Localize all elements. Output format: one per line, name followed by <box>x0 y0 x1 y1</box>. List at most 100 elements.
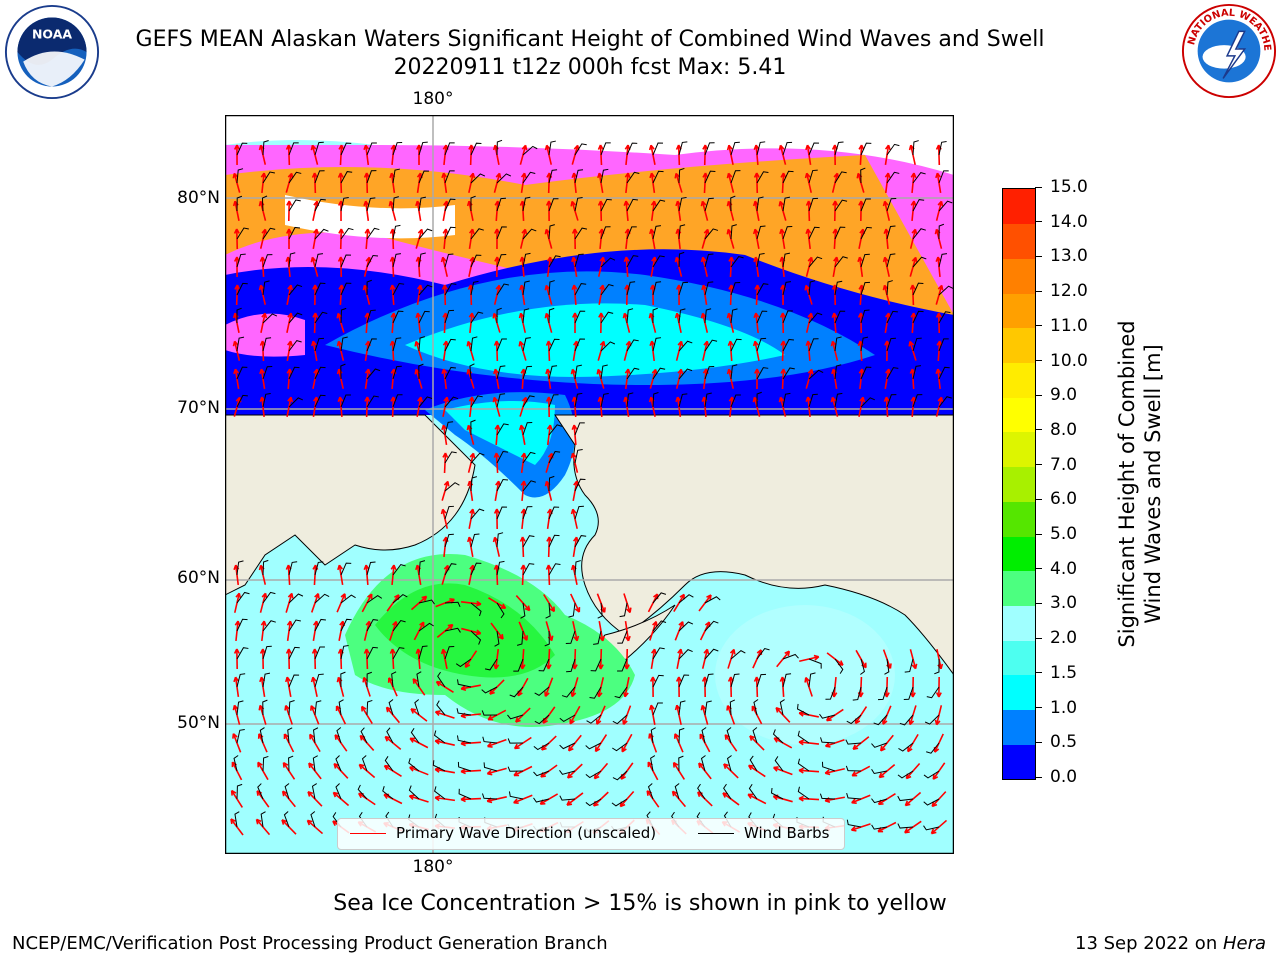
wave-arrow-head <box>310 676 317 683</box>
wind-barb <box>418 336 425 352</box>
wind-barb <box>574 478 586 492</box>
wind-barb <box>388 699 394 716</box>
wind-barb <box>262 699 268 716</box>
wave-arrow-head <box>520 480 527 486</box>
wind-barb <box>730 195 736 212</box>
wave-arrow-head <box>754 368 761 374</box>
wind-barb <box>236 253 246 268</box>
wave-arrow-head <box>780 368 787 374</box>
wind-barb <box>262 337 272 352</box>
wave-arrow-head <box>287 396 294 403</box>
wave-arrow-head <box>832 200 839 206</box>
wave-arrow-head <box>545 664 552 670</box>
wave-arrow-head <box>337 172 344 178</box>
wave-arrow-head <box>313 228 319 235</box>
wind-barb <box>392 620 406 632</box>
wind-barb <box>340 142 352 156</box>
colorbar-tick: 3.0 <box>1035 593 1077 613</box>
wind-barb <box>470 280 479 296</box>
wave-arrow-head <box>779 228 786 235</box>
wind-barb <box>704 197 714 212</box>
wind-barb <box>704 228 719 240</box>
wave-arrow-head <box>749 735 755 741</box>
wave-arrow-head <box>752 340 759 347</box>
wave-arrow-head <box>675 396 682 403</box>
wind-barb <box>357 784 368 800</box>
wave-arrow-head <box>546 256 553 263</box>
wind-barb <box>678 700 686 716</box>
wave-arrow-head <box>804 172 811 179</box>
wind-barb <box>808 369 824 380</box>
wind-barb <box>704 339 718 352</box>
wind-barb <box>912 199 925 212</box>
wind-barb <box>522 145 538 156</box>
wind-barb <box>600 226 611 240</box>
wave-arrow-head <box>882 256 889 263</box>
wind-barb <box>756 647 770 660</box>
wind-barb <box>617 658 628 672</box>
wind-barb <box>559 795 576 801</box>
wind-barb <box>652 199 666 212</box>
wind-barb <box>652 142 664 156</box>
wave-arrow-head <box>857 692 864 698</box>
wave-arrow-head <box>784 650 791 657</box>
wave-arrow-head <box>383 764 390 771</box>
wind-barb <box>496 423 509 436</box>
wind-barb <box>704 596 721 604</box>
wave-arrow-head <box>805 228 812 235</box>
wind-barb <box>729 699 736 716</box>
wave-arrow-head <box>435 680 442 687</box>
wind-barb <box>574 169 584 184</box>
wave-arrow-head <box>235 592 242 599</box>
colorbar-segment <box>1003 744 1035 780</box>
wave-arrow <box>286 313 292 333</box>
wind-barb <box>574 449 583 464</box>
wind-barb <box>574 364 582 380</box>
wind-barb <box>574 227 588 240</box>
wind-barb <box>340 197 349 212</box>
wind-barb <box>845 765 862 772</box>
wave-arrow-head <box>625 607 632 614</box>
wave-arrow-head <box>310 256 317 263</box>
wave-arrow-head <box>389 648 396 654</box>
sea-ice-note: Sea Ice Concentration > 15% is shown in … <box>333 891 947 916</box>
wind-barb <box>287 727 293 744</box>
wave-arrow-head <box>878 772 885 779</box>
wind-barb <box>414 699 420 716</box>
wind-barb <box>340 282 352 296</box>
wind-barb <box>574 535 587 548</box>
wind-barb <box>797 758 810 772</box>
wave-arrow-head <box>851 798 857 804</box>
wave-arrow-head <box>858 200 865 206</box>
wind-barb <box>522 252 531 268</box>
wave-arrow-head <box>311 340 317 347</box>
wind-barb <box>574 338 585 352</box>
wave-arrow-head <box>910 200 917 206</box>
wind-barb <box>704 365 715 380</box>
wind-barb <box>418 252 426 268</box>
wind-barb <box>593 630 602 645</box>
wind-barb <box>782 367 795 380</box>
wave-arrow-head <box>571 256 577 263</box>
wave-arrow-head <box>623 256 630 262</box>
wave-arrow-head <box>440 648 447 655</box>
wave-arrow-head <box>312 312 319 318</box>
wave-arrow-head <box>286 620 293 627</box>
wind-barb <box>860 309 870 324</box>
wave-arrow-head <box>515 716 521 723</box>
wind-barb <box>236 336 245 352</box>
wind-barb <box>470 452 485 464</box>
wind-barb <box>233 755 239 772</box>
wind-barb <box>752 727 758 744</box>
wind-barb <box>678 308 686 324</box>
wave-arrow-head <box>493 340 500 346</box>
wind-barb <box>938 170 949 184</box>
wind-barb <box>782 226 793 240</box>
wind-barb <box>846 714 862 725</box>
wind-barb <box>860 253 870 268</box>
wave-arrow-head <box>287 312 294 319</box>
wave-arrow-head <box>513 743 520 750</box>
wave-arrow-head <box>332 791 339 798</box>
wind-barb <box>314 593 330 604</box>
wave-arrow-head <box>460 796 466 803</box>
